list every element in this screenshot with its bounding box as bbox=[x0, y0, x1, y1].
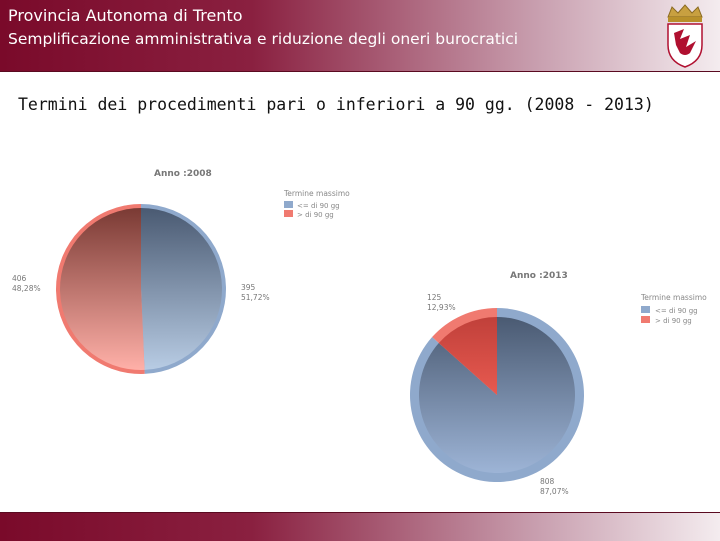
data-label-percent: 87,07% bbox=[540, 487, 569, 496]
chart-title: Anno :2008 bbox=[154, 169, 212, 179]
legend-title: Termine massimo bbox=[283, 189, 350, 198]
pie-slice-le90 bbox=[419, 317, 575, 474]
chart-title: Anno :2013 bbox=[510, 271, 568, 281]
data-label-value: 808 bbox=[540, 477, 555, 486]
data-label-percent: 48,28% bbox=[12, 284, 41, 293]
legend-label-gt90: > di 90 gg bbox=[297, 211, 334, 219]
data-label-value: 406 bbox=[12, 274, 27, 283]
header-banner bbox=[0, 0, 720, 72]
data-label-value: 395 bbox=[241, 283, 256, 292]
pie-2008 bbox=[55, 204, 226, 374]
footer-banner bbox=[0, 512, 720, 541]
legend-title: Termine massimo bbox=[640, 293, 707, 302]
header-subtitle: Semplificazione amministrativa e riduzio… bbox=[8, 30, 519, 48]
data-label-percent: 51,72% bbox=[241, 293, 270, 302]
slide-title: Termini dei procedimenti pari o inferior… bbox=[18, 95, 654, 114]
legend-label-gt90: > di 90 gg bbox=[655, 317, 692, 325]
coat-of-arms-icon bbox=[667, 4, 703, 68]
pie-charts: Anno :2008 Termine massimo <= di 90 gg >… bbox=[12, 169, 707, 496]
legend-label-le90: <= di 90 gg bbox=[297, 202, 340, 210]
header-divider bbox=[0, 71, 720, 72]
legend-swatch-gt90 bbox=[284, 210, 293, 217]
legend-swatch-le90 bbox=[641, 306, 650, 313]
legend-swatch-gt90 bbox=[641, 316, 650, 323]
legend-swatch-le90 bbox=[284, 201, 293, 208]
data-label-percent: 12,93% bbox=[427, 303, 456, 312]
data-label-value: 125 bbox=[427, 293, 442, 302]
pie-slice-le90 bbox=[141, 207, 223, 370]
chart-2013: Anno :2013 Termine massimo <= di 90 gg >… bbox=[410, 271, 707, 496]
chart-2008: Anno :2008 Termine massimo <= di 90 gg >… bbox=[12, 169, 350, 374]
pie-2013 bbox=[410, 307, 585, 482]
pie-slice-gt90 bbox=[438, 317, 497, 395]
pie-slice-gt90 bbox=[60, 207, 145, 370]
header-title: Provincia Autonoma di Trento bbox=[8, 6, 243, 25]
legend-label-le90: <= di 90 gg bbox=[655, 307, 698, 315]
